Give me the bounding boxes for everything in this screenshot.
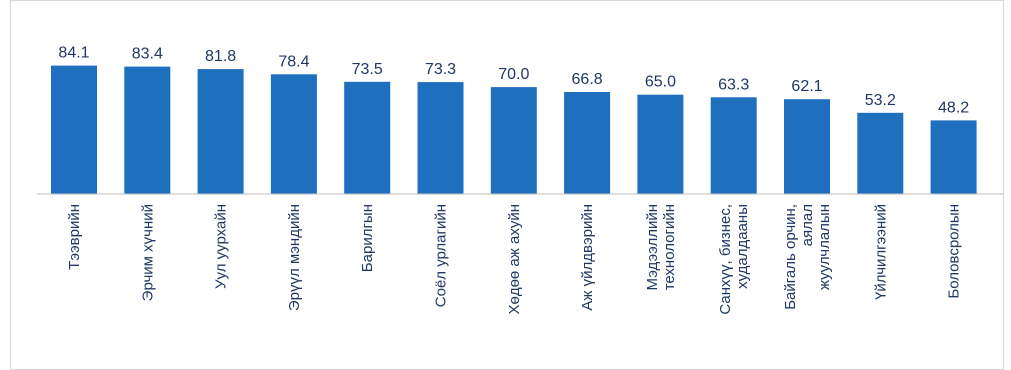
- value-label-3: 78.4: [278, 53, 309, 70]
- category-label-6: Хөдөө аж ахуйн: [506, 204, 523, 315]
- value-label-5: 73.3: [425, 61, 456, 78]
- category-label-8-line-0: Мэдээллийн: [644, 204, 661, 290]
- category-label-3-line-0: Эрүүл мэндийн: [286, 204, 303, 311]
- category-label-5-line-0: Соёл урлагийн: [433, 204, 450, 307]
- bar-11: [857, 112, 904, 194]
- category-label-9: Санхүү, бизнес, худалдааны: [717, 204, 751, 315]
- bar-12: [930, 120, 977, 194]
- category-label-9-line-0: Санхүү, бизнес,: [717, 204, 734, 315]
- category-label-4-line-0: Барилгын: [359, 204, 376, 272]
- category-label-12-line-0: Боловсролын: [946, 204, 963, 299]
- category-label-10-line-1: аялал: [799, 204, 816, 246]
- bar-10: [784, 99, 830, 194]
- category-label-0-line-0: Тээврийн: [66, 204, 83, 270]
- category-label-8-line-1: технологийн: [661, 204, 678, 290]
- category-label-6-line-0: Хөдөө аж ахуйн: [506, 204, 523, 315]
- value-label-6: 70.0: [498, 66, 529, 83]
- bar-9: [710, 97, 757, 194]
- value-label-4: 73.5: [352, 61, 383, 78]
- category-label-12: Боловсролын: [946, 204, 963, 299]
- category-label-0: Тээврийн: [66, 204, 83, 270]
- value-label-8: 65.0: [645, 74, 676, 91]
- value-label-11: 53.2: [865, 92, 896, 109]
- category-label-10-line-2: жуулчлалын: [816, 204, 833, 290]
- category-labels-group: Тээврийн Эрчим хүчний Уул уурхайн Эрүүл мэн…: [66, 204, 963, 315]
- value-label-9: 63.3: [718, 76, 749, 93]
- value-label-12: 48.2: [938, 99, 969, 116]
- value-label-1: 83.4: [132, 46, 163, 63]
- category-label-1: Эрчим хүчний: [139, 204, 156, 301]
- bar-3: [270, 74, 317, 194]
- category-label-11: Үйлчилгээний: [872, 204, 889, 300]
- bar-chart: 84.1 83.4 81.8 78.4 73.5 73.3 70.0 66.8 65.0 63.3…: [37, 45, 1003, 315]
- category-label-2-line-0: Уул уурхайн: [213, 204, 230, 289]
- category-label-4: Барилгын: [359, 204, 376, 272]
- category-label-1-line-0: Эрчим хүчний: [139, 204, 156, 301]
- bar-2: [197, 69, 244, 194]
- category-label-8: Мэдээллийн технологийн: [644, 204, 678, 290]
- value-label-10: 62.1: [791, 78, 822, 95]
- category-label-11-line-0: Үйлчилгээний: [872, 204, 889, 300]
- value-labels-group: 84.1 83.4 81.8 78.4 73.5 73.3 70.0 66.8 65.0 63.3…: [58, 45, 969, 117]
- value-label-0: 84.1: [58, 45, 89, 62]
- bar-4: [344, 81, 391, 194]
- category-label-10: Байгаль орчин, аялал жуулчлалын: [782, 204, 833, 310]
- category-label-9-line-1: худалдааны: [734, 204, 751, 289]
- category-label-7-line-0: Аж үйлдвэрийн: [579, 204, 596, 311]
- value-label-2: 81.8: [205, 48, 236, 65]
- value-label-7: 66.8: [572, 71, 603, 88]
- bar-6: [490, 87, 537, 194]
- category-label-7: Аж үйлдвэрийн: [579, 204, 596, 311]
- category-label-2: Уул уурхайн: [213, 204, 230, 289]
- category-label-10-line-0: Байгаль орчин,: [782, 204, 799, 310]
- bar-5: [417, 82, 464, 194]
- bar-8: [637, 94, 684, 194]
- bar-1: [124, 66, 171, 194]
- bar-0: [51, 65, 97, 194]
- category-label-5: Соёл урлагийн: [433, 204, 450, 307]
- bars-group: [51, 65, 977, 194]
- category-label-3: Эрүүл мэндийн: [286, 204, 303, 311]
- bar-7: [564, 92, 611, 194]
